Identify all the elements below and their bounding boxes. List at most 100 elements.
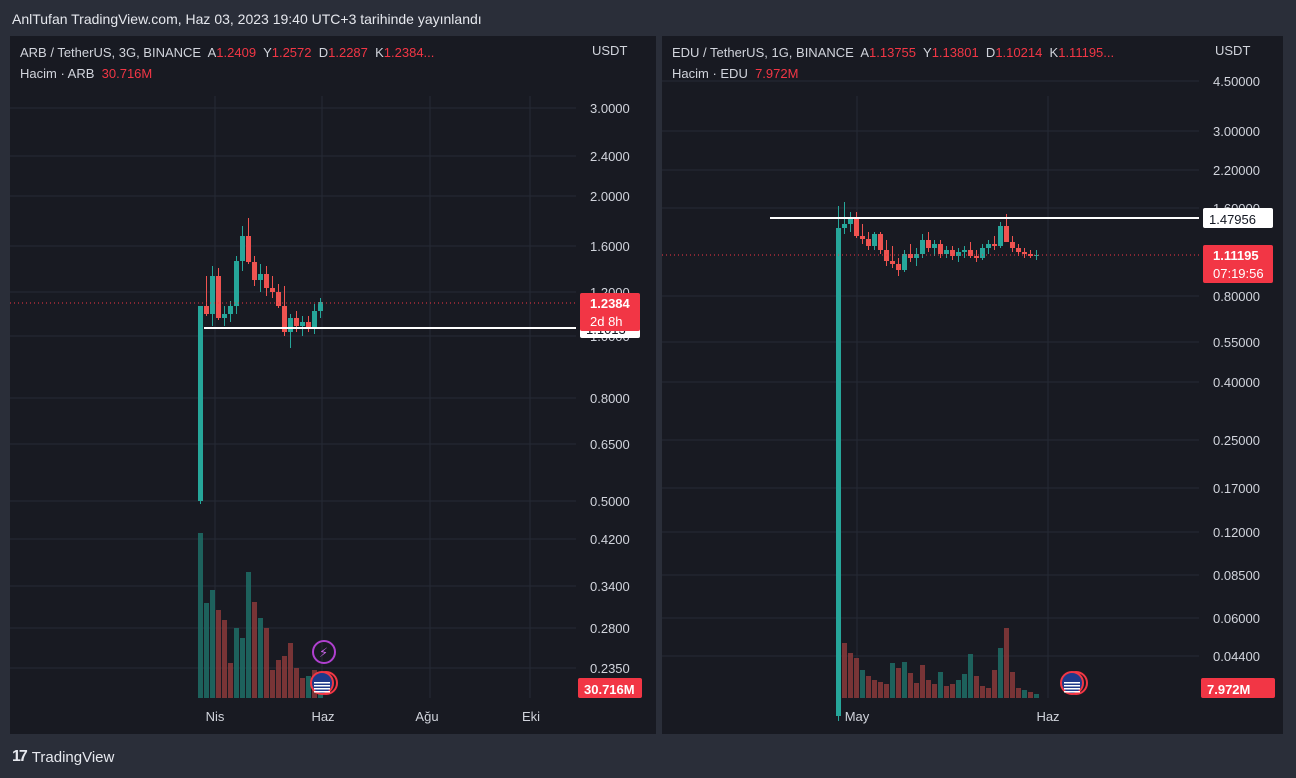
candle-body — [962, 250, 967, 252]
symbol-title[interactable]: ARB / TetherUS, 3G, BINANCE — [20, 45, 202, 60]
chart-canvas-edu[interactable]: USDT4.500003.000002.200001.600000.800000… — [662, 36, 1283, 734]
volume-bar — [956, 680, 961, 698]
high-value: 1.13801 — [931, 45, 979, 60]
volume-bar — [914, 683, 919, 698]
volume-bar — [300, 678, 305, 698]
candle-body — [842, 224, 847, 228]
price-axis-label: 0.80000 — [1213, 289, 1260, 304]
close-label: K — [1049, 45, 1059, 60]
low-label: D — [985, 45, 996, 60]
chart-panel-arb[interactable]: USDT3.00002.40002.00001.60001.20001.0000… — [10, 36, 656, 734]
volume-bar — [986, 688, 991, 698]
candle-body — [866, 239, 871, 246]
volume-label[interactable]: Hacim · EDU — [672, 66, 748, 81]
volume-bar — [962, 674, 967, 698]
volume-bar — [932, 684, 937, 698]
tradingview-logo[interactable]: 17 TradingView — [12, 748, 114, 766]
close-label: K — [375, 45, 384, 60]
last-price-badge-bg — [580, 293, 640, 331]
volume-row: Hacim · ARB 30.716M — [20, 66, 434, 81]
candle-body — [1016, 248, 1021, 252]
bar-countdown: 2d 8h — [590, 314, 623, 329]
volume-bar — [306, 676, 311, 698]
candle-body — [956, 252, 961, 256]
chart-legend: ARB / TetherUS, 3G, BINANCE A1.2409 Y1.2… — [20, 45, 434, 81]
flag-stripe — [1064, 688, 1080, 690]
flag-stripe — [1064, 685, 1080, 687]
volume-bar — [264, 628, 269, 698]
candle-body — [258, 274, 263, 280]
volume-bar — [1022, 690, 1027, 698]
lightning-icon[interactable] — [312, 640, 336, 664]
volume-bar — [240, 638, 245, 698]
candle-body — [234, 261, 239, 306]
publish-info: AnlTufan TradingView.com, Haz 03, 2023 1… — [12, 11, 482, 27]
candle-body — [318, 302, 323, 311]
price-axis-label: 2.4000 — [590, 149, 630, 164]
candle-body — [228, 306, 233, 314]
candle-body — [264, 274, 269, 288]
candle-body — [294, 318, 299, 326]
price-axis-label: 2.0000 — [590, 189, 630, 204]
candle-body — [222, 314, 227, 318]
last-price-badge-bg — [1203, 245, 1273, 283]
price-axis-label: 0.8000 — [590, 391, 630, 406]
candle-body — [270, 288, 275, 292]
volume-bar — [884, 684, 889, 698]
volume-bar — [968, 654, 973, 698]
price-axis-label: 3.0000 — [590, 101, 630, 116]
chart-panel-edu[interactable]: USDT4.500003.000002.200001.600000.800000… — [662, 36, 1283, 734]
candle-body — [1004, 226, 1009, 242]
last-price-badge: 1.11195 — [1213, 248, 1259, 263]
low-label: D — [318, 45, 329, 60]
volume-bar — [872, 680, 877, 698]
candle-body — [246, 236, 251, 262]
candle-body — [216, 276, 221, 318]
price-axis-label: 0.08500 — [1213, 568, 1260, 583]
candle-body — [276, 292, 281, 306]
price-axis-label: 1.6000 — [590, 239, 630, 254]
volume-bar — [294, 668, 299, 698]
price-axis-label: 0.25000 — [1213, 433, 1260, 448]
tradingview-logo-icon: 17 — [12, 748, 28, 765]
currency-label: USDT — [592, 43, 627, 58]
volume-bar — [980, 686, 985, 698]
price-axis-label: 4.50000 — [1213, 74, 1260, 89]
candle-body — [836, 228, 841, 716]
candle-body — [950, 250, 955, 256]
volume-bar — [1004, 628, 1009, 698]
volume-bar — [920, 665, 925, 698]
ohlc-row: ARB / TetherUS, 3G, BINANCE A1.2409 Y1.2… — [20, 45, 434, 60]
candle-body — [926, 240, 931, 248]
brand-text: TradingView — [31, 748, 115, 766]
volume-bar — [854, 658, 859, 698]
volume-bar — [282, 656, 287, 698]
volume-label[interactable]: Hacim · ARB — [20, 66, 95, 81]
chart-canvas-arb[interactable]: USDT3.00002.40002.00001.60001.20001.0000… — [10, 36, 656, 734]
candle-body — [986, 244, 991, 248]
volume-badge: 7.972M — [1207, 682, 1250, 697]
volume-badge-bg — [1201, 678, 1275, 698]
bar-countdown: 07:19:56 — [1213, 266, 1264, 281]
flag-stripe — [1064, 682, 1080, 684]
volume-bar — [258, 618, 263, 698]
flag-stripe — [314, 682, 330, 684]
candle-body — [204, 306, 209, 314]
volume-bar — [896, 668, 901, 698]
candle-body — [252, 262, 257, 280]
volume-bar — [204, 603, 209, 698]
candle-body — [854, 219, 859, 236]
publish-header: AnlTufan TradingView.com, Haz 03, 2023 1… — [0, 0, 1296, 36]
candle-body — [890, 261, 895, 264]
volume-bar — [270, 670, 275, 698]
time-axis-label: May — [845, 709, 870, 724]
price-axis-label: 2.20000 — [1213, 163, 1260, 178]
symbol-title[interactable]: EDU / TetherUS, 1G, BINANCE — [672, 45, 854, 60]
volume-badge-bg — [578, 678, 642, 698]
candle-body — [300, 322, 305, 326]
volume-bar — [1010, 672, 1015, 698]
volume-bar — [908, 673, 913, 698]
open-label: A — [860, 45, 870, 60]
chart-legend: EDU / TetherUS, 1G, BINANCE A1.13755 Y1.… — [672, 45, 1114, 81]
volume-value: 30.716M — [101, 66, 153, 81]
